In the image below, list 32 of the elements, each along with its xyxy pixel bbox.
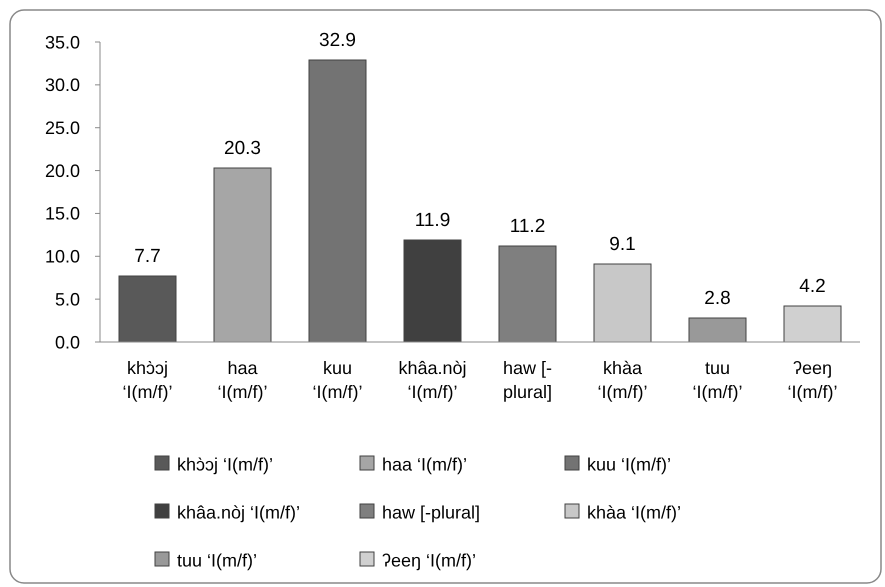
data-label: 7.7 (134, 246, 161, 267)
data-label: 2.8 (704, 288, 731, 309)
x-tick-label: ʔeeŋ ‘I(m/f)’ (788, 358, 838, 402)
data-label: 9.1 (609, 234, 636, 255)
data-label: 20.3 (224, 138, 261, 159)
legend-label: tuu ‘I(m/f)’ (177, 550, 258, 570)
legend-label: khàa ‘I(m/f)’ (587, 502, 682, 522)
y-tick-label: 5.0 (54, 289, 80, 310)
data-label: 11.2 (510, 216, 546, 237)
x-tick-label: haa ‘I(m/f)’ (218, 358, 268, 402)
y-tick-label: 0.0 (54, 332, 80, 352)
y-tick-label: 15.0 (44, 204, 80, 224)
x-tick-label: tuu ‘I(m/f)’ (692, 358, 742, 402)
y-tick-label: 30.0 (44, 75, 80, 96)
legend-label: khɔ̀ɔj ‘I(m/f)’ (177, 454, 273, 474)
data-label: 32.9 (319, 30, 356, 51)
legend-label: kuu ‘I(m/f)’ (587, 454, 672, 474)
legend-label: khâa.nòj ‘I(m/f)’ (177, 502, 300, 522)
y-tick-label: 20.0 (44, 160, 80, 181)
data-label: 4.2 (799, 276, 826, 297)
x-tick-label: khâa.nòj ‘I(m/f)’ (398, 358, 467, 402)
x-tick-label: haw [-plural] (502, 358, 552, 402)
data-label: 11.9 (414, 210, 450, 231)
x-tick-label: khàa ‘I(m/f)’ (598, 358, 648, 402)
y-tick-label: 35.0 (44, 32, 80, 52)
legend-label: haw [-plural] (382, 502, 480, 522)
y-tick-label: 25.0 (44, 118, 80, 138)
legend-label: ʔeeŋ ‘I(m/f)’ (382, 550, 476, 570)
legend-label: haa ‘I(m/f)’ (382, 454, 468, 474)
x-tick-label: khɔ̀ɔj ‘I(m/f)’ (122, 358, 172, 402)
x-tick-label: kuu ‘I(m/f)’ (312, 358, 362, 402)
y-tick-label: 10.0 (44, 246, 80, 267)
